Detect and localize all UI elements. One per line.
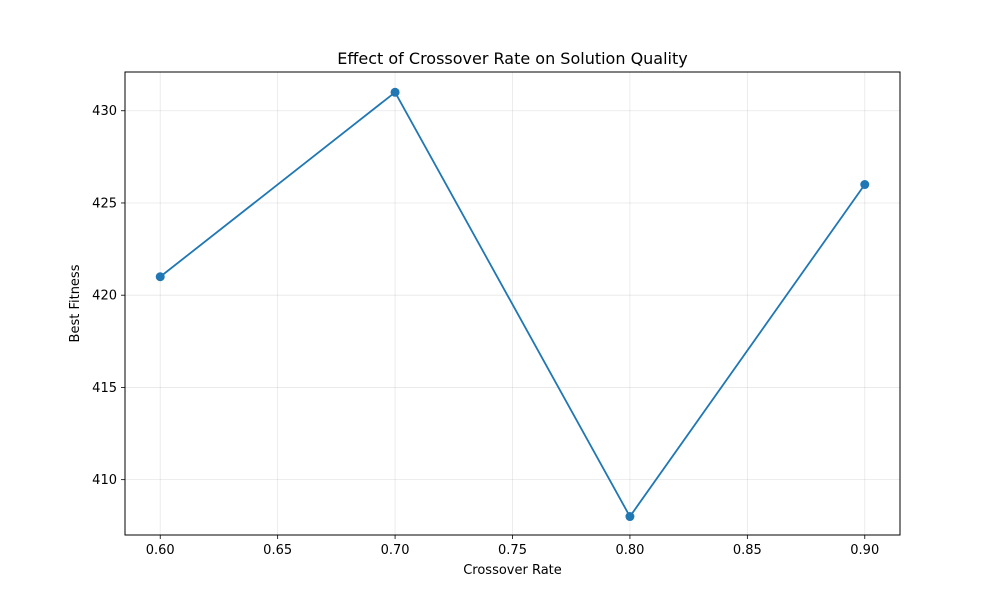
series-line — [159, 91, 866, 518]
y-tick-label: 415 — [92, 381, 117, 396]
x-tick-label: 0.75 — [498, 543, 527, 558]
data-point — [155, 272, 165, 282]
data-point — [625, 512, 635, 522]
x-tick-label: 0.70 — [381, 543, 410, 558]
series-layer — [155, 87, 870, 522]
y-tick-label: 430 — [92, 104, 117, 119]
x-tick-label: 0.65 — [263, 543, 292, 558]
data-point — [390, 87, 400, 97]
x-tick-label: 0.80 — [615, 543, 644, 558]
x-axis-ticks: 0.60 0.65 0.70 0.75 0.80 0.85 0.90 — [146, 535, 879, 558]
x-tick-label: 0.60 — [146, 543, 175, 558]
y-tick-label: 420 — [92, 289, 117, 304]
data-point — [860, 180, 870, 190]
y-axis-label: Best Fitness — [68, 264, 83, 342]
y-tick-label: 410 — [92, 473, 117, 488]
y-axis-ticks: 410 415 420 425 430 — [92, 104, 125, 488]
chart-title: Effect of Crossover Rate on Solution Qua… — [337, 49, 688, 68]
x-tick-label: 0.85 — [733, 543, 762, 558]
x-tick-label: 0.90 — [850, 543, 879, 558]
y-tick-label: 425 — [92, 196, 117, 211]
x-axis-label: Crossover Rate — [463, 563, 562, 578]
